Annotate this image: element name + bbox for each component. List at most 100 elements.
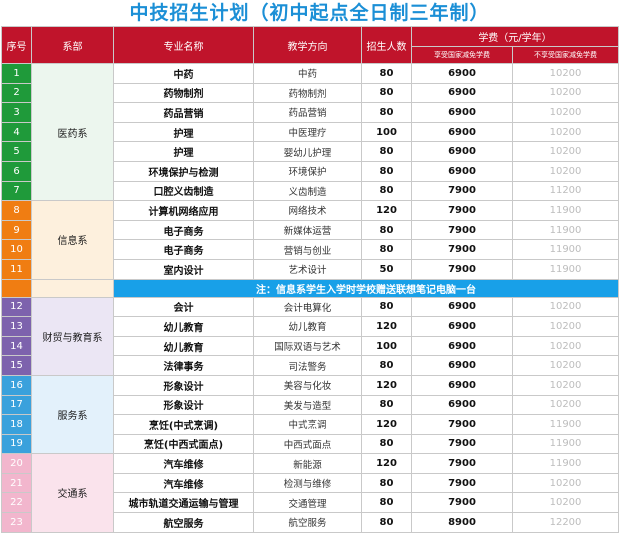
row-seq: 15 [1,355,32,376]
row-seq: 5 [1,141,32,162]
row-major: 药物制剂 [113,82,254,104]
header-fee-without-subsidy: 不享受国家减免学费 [512,46,619,64]
row-fee-without-subsidy: 11900 [512,453,619,474]
row-direction: 中药 [253,63,362,84]
row-fee-with-subsidy: 7900 [411,472,513,494]
row-fee-without-subsidy: 10200 [512,160,619,182]
row-direction: 检测与维修 [253,472,362,494]
row-fee-with-subsidy: 6900 [411,296,513,318]
table-row: 19 烹饪(中西式面点) 中西式面点 80 7900 11900 [1,433,619,455]
table-row: 6 环境保护与检测 环境保护 80 6900 10200 [1,160,619,182]
enrollment-table: 序号 系部 专业名称 教学方向 招生人数 学费（元/学年） 享受国家减免学费 不… [1,26,619,533]
table-row: 7 口腔义齿制造 义齿制造 80 7900 11200 [1,180,619,202]
row-enroll: 120 [361,316,412,337]
row-fee-without-subsidy: 10200 [512,472,619,494]
row-fee-with-subsidy: 6900 [411,63,513,84]
table-row: 15 法律事务 司法警务 80 6900 10200 [1,355,619,376]
row-major: 护理 [113,141,254,162]
row-fee-without-subsidy: 12200 [512,512,619,533]
row-direction: 中式烹调 [253,414,362,435]
table-row: 8 信息系 计算机网络应用 网络技术 120 7900 11900 [1,200,619,280]
row-fee-with-subsidy: 6900 [411,374,513,396]
row-fee-without-subsidy: 11900 [512,414,619,435]
row-direction: 药物制剂 [253,82,362,104]
row-enroll: 50 [361,258,412,280]
header-fee: 学费（元/学年） [411,26,619,47]
row-fee-with-subsidy: 7900 [411,433,513,455]
row-seq: 18 [1,414,32,435]
row-major: 形象设计 [113,374,254,396]
row-enroll: 80 [361,296,412,318]
row-enroll: 100 [361,335,412,357]
row-direction: 幼儿教育 [253,316,362,337]
row-fee-without-subsidy: 11900 [512,219,619,241]
row-direction: 药品营销 [253,102,362,123]
row-major: 汽车维修 [113,453,254,474]
note-text: 注：信息系学生入学时学校赠送联想笔记电脑一台 [113,278,619,298]
row-fee-with-subsidy: 6900 [411,355,513,376]
row-fee-with-subsidy: 7900 [411,258,513,280]
table-row: 17 形象设计 美发与造型 80 6900 10200 [1,394,619,416]
row-major: 法律事务 [113,355,254,376]
row-major: 室内设计 [113,258,254,280]
row-enroll: 80 [361,433,412,455]
row-seq: 21 [1,472,32,494]
row-fee-without-subsidy: 10200 [512,296,619,318]
row-enroll: 120 [361,414,412,435]
row-enroll: 80 [361,355,412,376]
row-direction: 国际双语与艺术 [253,335,362,357]
row-direction: 中医理疗 [253,121,362,143]
row-enroll: 80 [361,102,412,123]
row-fee-without-subsidy: 11900 [512,258,619,280]
table-row: 23 航空服务 航空服务 80 8900 12200 [1,512,619,533]
header-dept: 系部 [31,26,114,64]
row-fee-without-subsidy: 10200 [512,335,619,357]
dept-name: 医药系 [31,62,114,202]
row-major: 幼儿教育 [113,316,254,337]
table-row: 16 服务系 形象设计 美容与化妆 120 6900 10200 [1,374,619,455]
row-major: 会计 [113,296,254,318]
row-seq: 12 [1,296,32,318]
row-enroll: 80 [361,472,412,494]
row-major: 烹饪(中西式面点) [113,433,254,455]
row-fee-with-subsidy: 6900 [411,394,513,416]
header-fee-with-subsidy: 享受国家减免学费 [411,46,513,64]
row-direction: 新能源 [253,453,362,474]
row-direction: 中西式面点 [253,433,362,455]
row-enroll: 80 [361,180,412,202]
row-seq: 13 [1,316,32,337]
row-major: 航空服务 [113,512,254,533]
row-major: 电子商务 [113,239,254,260]
dept-name: 交通系 [31,453,114,533]
row-seq: 8 [1,200,32,221]
row-major: 城市轨道交通运输与管理 [113,492,254,514]
header-seq: 序号 [1,26,32,64]
row-enroll: 120 [361,200,412,221]
dept-name: 服务系 [31,374,114,455]
row-fee-without-subsidy: 10200 [512,102,619,123]
table-row: 12 财贸与教育系 会计 会计电算化 80 6900 10200 [1,296,619,376]
row-seq: 9 [1,219,32,241]
row-seq: 4 [1,121,32,143]
row-major: 幼儿教育 [113,335,254,357]
row-direction: 艺术设计 [253,258,362,280]
row-enroll: 120 [361,453,412,474]
row-major: 环境保护与检测 [113,160,254,182]
row-direction: 航空服务 [253,512,362,533]
row-major: 口腔义齿制造 [113,180,254,202]
row-fee-without-subsidy: 11200 [512,180,619,202]
row-major: 汽车维修 [113,472,254,494]
row-enroll: 80 [361,63,412,84]
row-fee-with-subsidy: 7900 [411,492,513,514]
row-enroll: 80 [361,512,412,533]
row-fee-without-subsidy: 10200 [512,394,619,416]
dept-name: 信息系 [31,200,114,280]
row-fee-with-subsidy: 6900 [411,141,513,162]
row-enroll: 80 [361,219,412,241]
row-seq: 19 [1,433,32,455]
row-fee-with-subsidy: 8900 [411,512,513,533]
page-title: 中技招生计划（初中起点全日制三年制） [129,2,490,24]
row-enroll: 80 [361,394,412,416]
row-direction: 新媒体运营 [253,219,362,241]
row-direction: 司法警务 [253,355,362,376]
